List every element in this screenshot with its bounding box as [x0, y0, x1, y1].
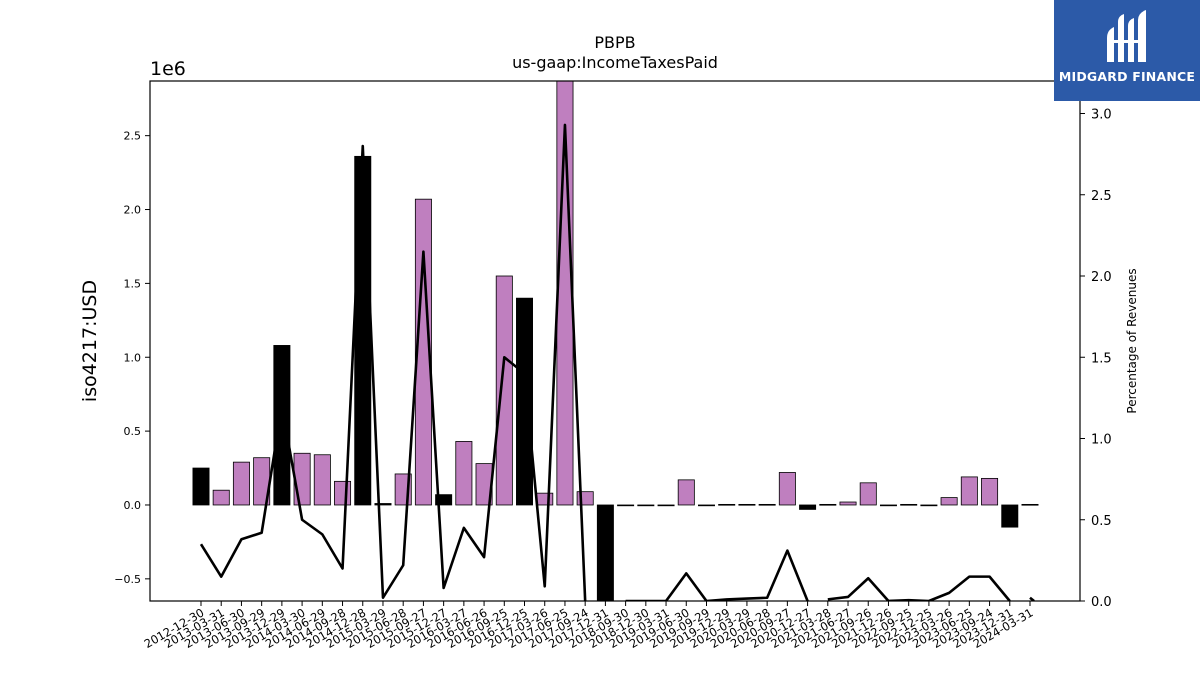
axes: −0.5 0.0 0.5 1.0 1.5 2.0 2.5 0.0 0.5 1.0 1.5 2.0 2.5…: [114, 80, 1112, 651]
bar-2013-03-31: [212, 489, 230, 506]
bar-2021-03-28: [819, 503, 837, 506]
y-tick-label: 1.5: [124, 277, 142, 290]
bar-2020-09-27: [778, 472, 796, 506]
bar-2022-09-25: [900, 503, 918, 506]
y-tick-label: 1.0: [124, 351, 142, 364]
bar-series: [192, 81, 1039, 601]
y-tick-label: 2.5: [124, 130, 142, 143]
y2-tick-label: 1.0: [1091, 433, 1112, 448]
bar-2017-03-26: [536, 492, 554, 506]
bar-2019-03-31: [657, 504, 675, 507]
y2-tick-label: 0.0: [1091, 595, 1112, 610]
bar-2023-06-25: [960, 476, 978, 506]
revenue-percentage-line: [199, 123, 1035, 601]
bar-2014-06-29: [313, 454, 331, 506]
y2-tick-label: 3.0: [1091, 108, 1112, 123]
bar-2017-12-31: [596, 504, 614, 601]
y-axis-label: iso4217:USD: [79, 280, 101, 402]
midgard-logo-icon: [1107, 10, 1146, 62]
midgard-watermark: MIDGARD FINANCE: [1054, 0, 1200, 101]
y2-axis-label: Percentage of Revenues: [1125, 268, 1139, 413]
bar-2023-03-26: [940, 497, 958, 506]
bar-2024-03-31: [1021, 503, 1039, 506]
bar-2016-12-25: [516, 297, 533, 506]
bar-2021-09-26: [859, 482, 877, 506]
bar-2018-12-30: [637, 504, 655, 507]
bar-2015-12-27: [435, 494, 453, 506]
chart-title: PBPB: [594, 33, 635, 52]
bar-2014-12-28: [354, 155, 372, 506]
y2-tick-label: 2.0: [1091, 270, 1112, 285]
midgard-brand-text: MIDGARD FINANCE: [1058, 69, 1196, 84]
y-tick-label: −0.5: [114, 573, 141, 586]
bar-2013-12-29: [273, 345, 291, 506]
y-tick-label: 0.5: [124, 425, 142, 438]
bar-2020-06-28: [758, 503, 776, 506]
y2-tick-label: 2.5: [1091, 189, 1112, 204]
bar-2017-06-25: [556, 81, 574, 506]
bar-2023-09-24: [981, 477, 999, 506]
bar-2014-03-30: [293, 452, 311, 506]
bar-2015-09-27: [414, 198, 432, 506]
line-segment-0: [199, 123, 587, 601]
line-segment-2: [827, 575, 1011, 601]
bar-2022-12-25: [920, 504, 938, 507]
plot-frame: [149, 80, 1081, 602]
y-tick-label: 2.0: [124, 204, 142, 217]
bar-2015-03-29: [374, 503, 392, 506]
bar-2012-12-30: [192, 467, 210, 506]
bar-2019-09-29: [698, 504, 715, 507]
bar-2019-06-30: [677, 479, 695, 506]
bar-2020-12-27: [799, 504, 817, 510]
y2-tick-label: 1.5: [1091, 351, 1112, 366]
bar-2016-09-25: [495, 275, 513, 506]
y-tick-label: 0.0: [124, 499, 142, 512]
bar-2019-12-29: [718, 503, 736, 506]
bar-2016-03-27: [455, 441, 473, 506]
bar-2014-09-28: [334, 480, 352, 506]
bar-2021-06-27: [839, 501, 857, 506]
y-offset-label: 1e6: [150, 58, 186, 80]
bar-2013-06-30: [232, 461, 250, 506]
line-segment-1: [625, 549, 809, 601]
chart-subtitle: us-gaap:IncomeTaxesPaid: [512, 53, 718, 72]
y2-tick-label: 0.5: [1091, 514, 1112, 529]
bar-2020-03-29: [738, 503, 756, 506]
bar-2023-12-31: [1001, 504, 1019, 528]
bar-2018-09-30: [617, 504, 635, 507]
bar-2021-12-26: [879, 504, 897, 507]
